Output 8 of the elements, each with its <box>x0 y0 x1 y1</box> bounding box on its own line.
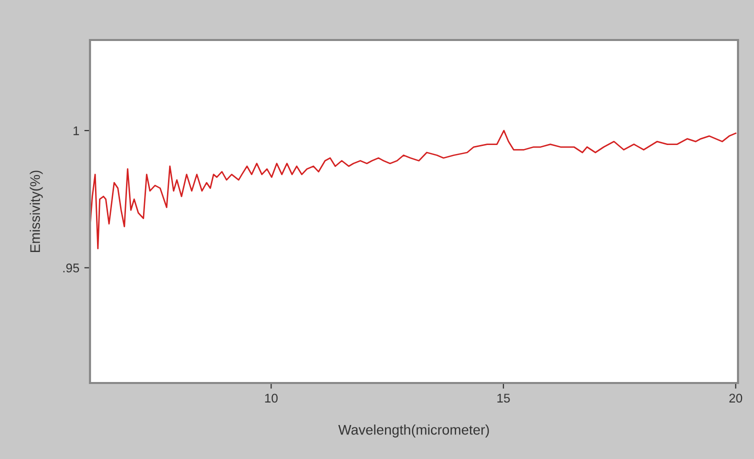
x-axis-title: Wavelength(micrometer) <box>338 424 489 438</box>
x-tick-label: 15 <box>497 394 510 403</box>
x-tick-label: 10 <box>265 394 278 403</box>
y-tick-label: .95 <box>63 264 80 272</box>
x-tick-label: 20 <box>729 394 742 403</box>
y-tick-label: 1 <box>74 126 79 136</box>
line-series <box>90 130 736 250</box>
y-axis-title: Emissivity(%) <box>30 170 43 252</box>
